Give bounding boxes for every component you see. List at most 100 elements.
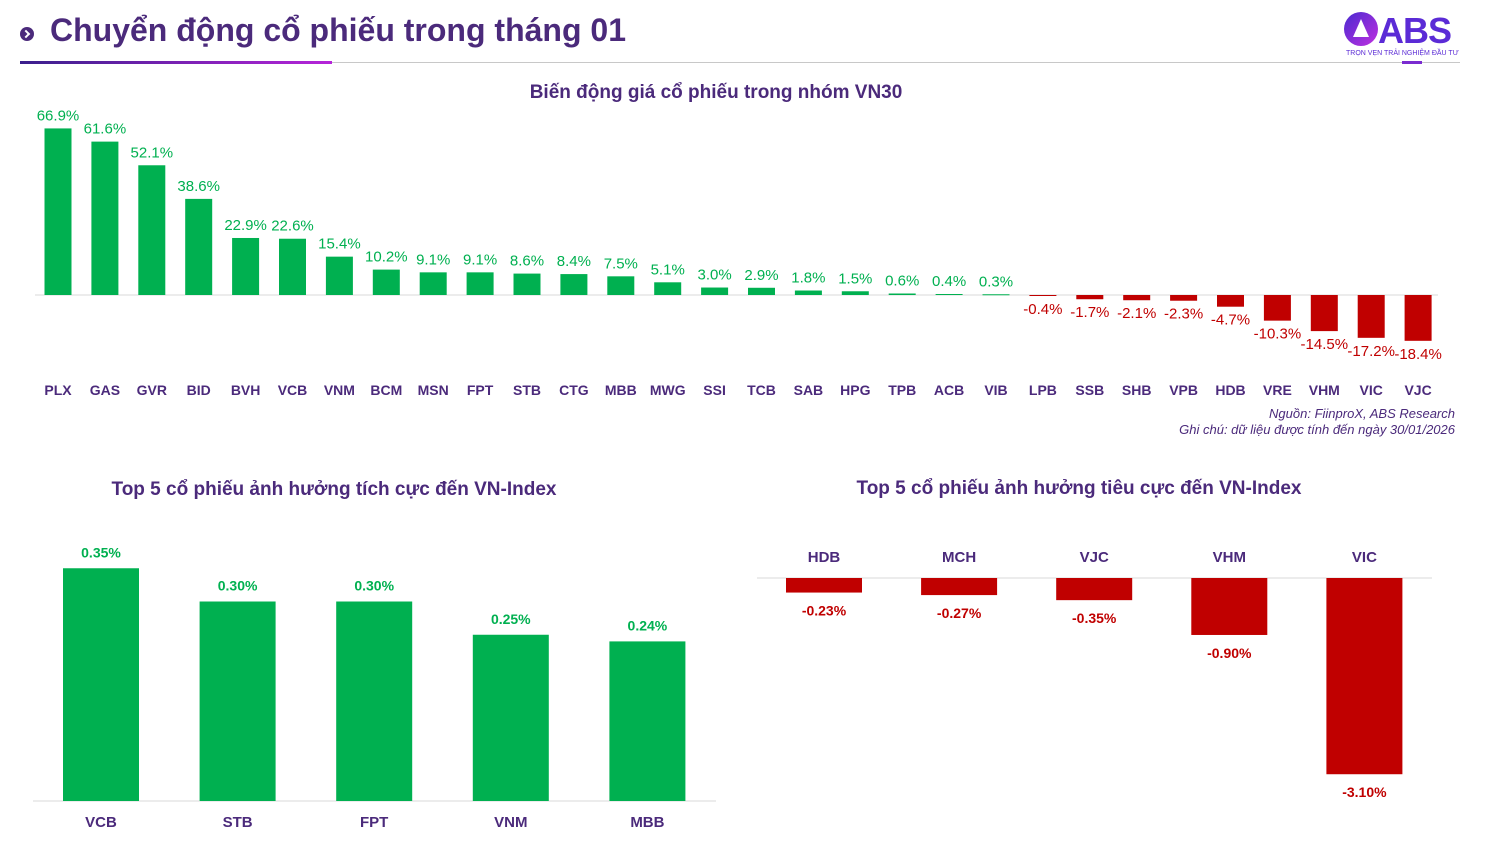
tick-label-LPB: LPB <box>1029 382 1057 398</box>
tick-label-MCH: MCH <box>942 549 976 566</box>
bar-BID <box>185 198 213 295</box>
bar-BCM <box>372 269 400 295</box>
tick-label-VIB: VIB <box>984 382 1007 398</box>
bar-VCB <box>63 568 139 801</box>
tick-label-MBB: MBB <box>605 382 637 398</box>
page-title: Chuyển động cổ phiếu trong tháng 01 <box>50 12 626 48</box>
header-accent-bar <box>20 61 332 64</box>
bar-GAS <box>91 141 119 295</box>
data-label-VCB: 22.6% <box>271 218 314 235</box>
header-accent-bar-right <box>1402 61 1422 64</box>
tick-label-VHM: VHM <box>1213 549 1246 566</box>
bar-VHM <box>1191 578 1268 635</box>
data-label-GAS: 61.6% <box>84 121 127 138</box>
tick-label-HDB: HDB <box>808 549 841 566</box>
bar-TCB <box>748 287 775 295</box>
tick-label-BVH: BVH <box>231 382 261 398</box>
data-label-MBB: 7.5% <box>604 255 638 272</box>
data-label-HPG: 1.5% <box>838 270 872 287</box>
data-label-SHB: -2.1% <box>1117 305 1156 322</box>
tick-label-FPT: FPT <box>467 382 494 398</box>
data-label-VPB: -2.3% <box>1164 306 1203 323</box>
tick-label-VIC: VIC <box>1360 382 1383 398</box>
bar-SAB <box>794 290 822 295</box>
tick-label-GVR: GVR <box>137 382 167 398</box>
tick-label-FPT: FPT <box>360 814 388 831</box>
tick-label-VHM: VHM <box>1309 382 1340 398</box>
tick-label-CTG: CTG <box>559 382 589 398</box>
tick-label-VJC: VJC <box>1404 382 1431 398</box>
top5-negative-chart: Top 5 cổ phiếu ảnh hưởng tiêu cực đến VN… <box>757 478 1432 800</box>
tick-label-VCB: VCB <box>278 382 308 398</box>
bar-STB <box>513 273 541 295</box>
tick-label-MSN: MSN <box>418 382 449 398</box>
bar-VRE <box>1263 295 1291 321</box>
data-label-STB: 0.30% <box>218 578 258 594</box>
top5-positive-chart: Top 5 cổ phiếu ảnh hưởng tích cực đến VN… <box>33 479 716 831</box>
data-label-CTG: 8.4% <box>557 253 591 270</box>
abs-logo-tagline: TRỌN VẸN TRẢI NGHIỆM ĐẦU TƯ <box>1346 50 1459 57</box>
data-label-ACB: 0.4% <box>932 273 966 290</box>
tick-label-SSI: SSI <box>703 382 726 398</box>
bar-TPB <box>888 293 916 295</box>
data-label-SAB: 1.8% <box>791 270 825 287</box>
bar-LPB <box>1029 295 1057 296</box>
tick-label-VCB: VCB <box>85 814 117 831</box>
bar-FPT <box>466 272 494 295</box>
bar-VNM <box>472 634 549 801</box>
data-label-LPB: -0.4% <box>1023 301 1062 318</box>
data-label-MBB: 0.24% <box>628 617 668 633</box>
data-label-SSI: 3.0% <box>697 267 731 284</box>
bar-VNM <box>325 256 353 295</box>
data-label-FPT: 9.1% <box>463 251 497 268</box>
tick-label-VNM: VNM <box>324 382 355 398</box>
bar-VCB <box>279 238 306 295</box>
bar-VIB <box>982 294 1010 296</box>
vn30-price-change-chart: Biến động giá cổ phiếu trong nhóm VN30 6… <box>35 82 1456 437</box>
bar-VIC <box>1357 295 1385 338</box>
top5-negative-title: Top 5 cổ phiếu ảnh hưởng tiêu cực đến VN… <box>857 478 1302 499</box>
data-label-VRE: -10.3% <box>1254 326 1302 343</box>
bar-MBB <box>609 641 686 801</box>
bar-MBB <box>607 276 635 295</box>
section-bullet-icon <box>20 27 34 41</box>
bar-ACB <box>935 294 963 296</box>
data-label-MSN: 9.1% <box>416 251 450 268</box>
source-note: Nguồn: FiinproX, ABS Research <box>1269 406 1455 421</box>
data-label-BCM: 10.2% <box>365 249 408 266</box>
data-label-HDB: -4.7% <box>1211 312 1250 329</box>
bar-CTG <box>560 274 588 295</box>
abs-logo-icon <box>1344 12 1378 46</box>
bar-SSI <box>701 287 729 295</box>
bar-MSN <box>419 272 447 295</box>
data-label-VCB: 0.35% <box>81 544 121 560</box>
bar-VJC <box>1404 295 1432 341</box>
tick-label-GAS: GAS <box>90 382 120 398</box>
header-divider <box>20 62 1460 63</box>
data-label-TPB: 0.6% <box>885 273 919 290</box>
tick-label-VIC: VIC <box>1352 549 1377 566</box>
bar-GVR <box>138 165 166 295</box>
data-label-HDB: -0.23% <box>802 603 847 619</box>
data-label-SSB: -1.7% <box>1070 304 1109 321</box>
tick-label-BID: BID <box>187 382 211 398</box>
data-label-TCB: 2.9% <box>744 267 778 284</box>
abs-logo: ABS TRỌN VẸN TRẢI NGHIỆM ĐẦU TƯ <box>1344 10 1464 60</box>
data-date-note: Ghi chú: dữ liệu được tính đến ngày 30/0… <box>1179 422 1456 437</box>
data-label-GVR: 52.1% <box>131 144 174 161</box>
bar-FPT <box>336 601 413 801</box>
bar-HDB <box>1217 295 1244 307</box>
bar-STB <box>199 601 276 801</box>
data-label-STB: 8.6% <box>510 253 544 270</box>
tick-label-STB: STB <box>513 382 541 398</box>
bar-MWG <box>654 282 682 295</box>
tick-label-SHB: SHB <box>1122 382 1152 398</box>
tick-label-SAB: SAB <box>794 382 824 398</box>
data-label-VIB: 0.3% <box>979 273 1013 290</box>
bar-SHB <box>1123 295 1151 301</box>
data-label-VJC: -18.4% <box>1394 346 1442 363</box>
bar-VIC <box>1326 578 1403 775</box>
tick-label-PLX: PLX <box>44 382 72 398</box>
data-label-FPT: 0.30% <box>354 578 394 594</box>
